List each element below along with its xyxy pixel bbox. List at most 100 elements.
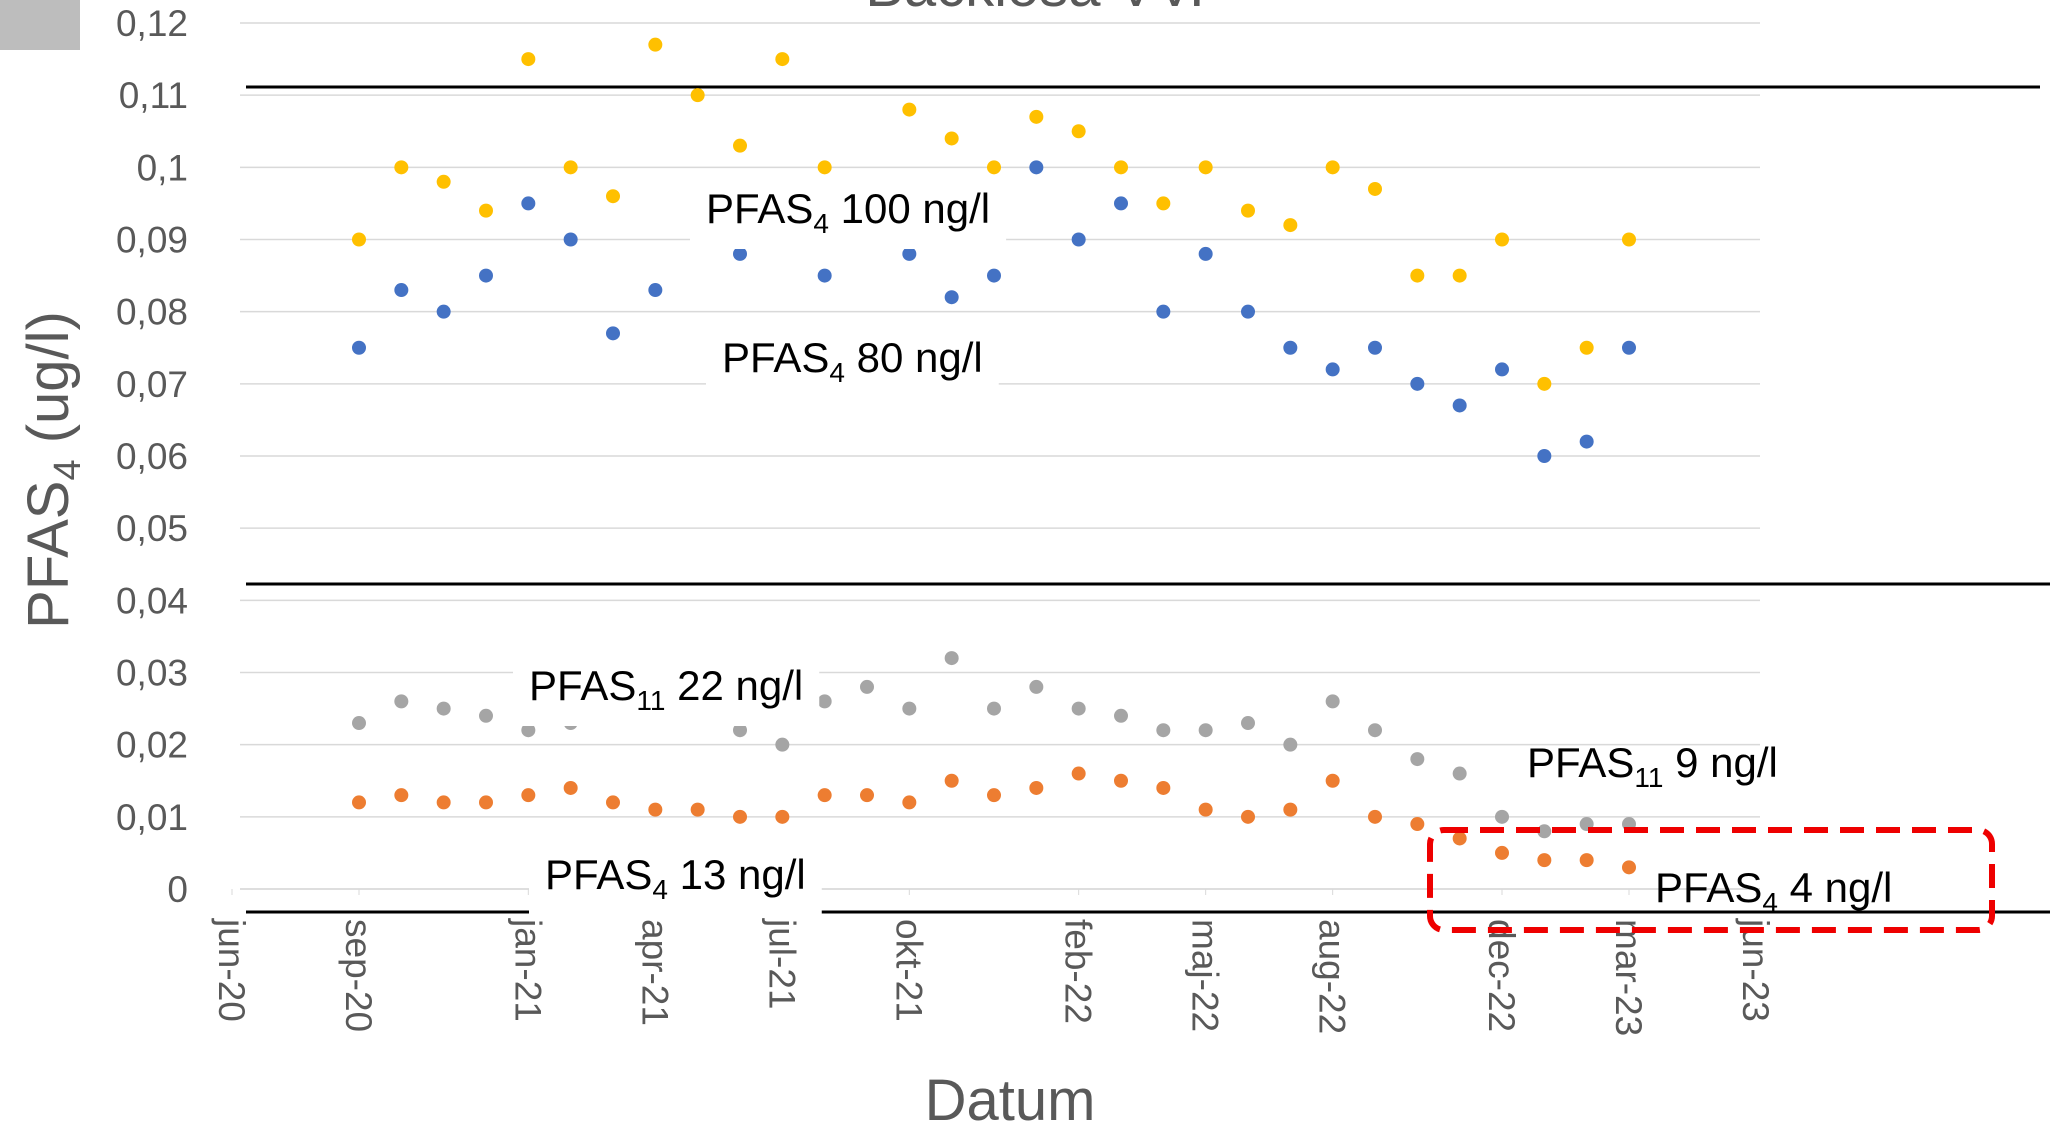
y-tick-label: 0,09 (116, 220, 188, 261)
point (1114, 160, 1128, 175)
chart-title: Bäcklösa VV. (865, 0, 1205, 19)
point (1198, 160, 1213, 175)
annotation-bg (513, 652, 820, 726)
annotation-sub: 4 (829, 357, 845, 388)
annotation: PFAS11 22 ng/l (513, 652, 820, 726)
point (1410, 817, 1425, 832)
annotation-part: PFAS (1527, 739, 1634, 786)
y-tick-label: 0,05 (116, 508, 188, 549)
annotation: PFAS4 80 ng/l (706, 324, 999, 398)
point (521, 52, 536, 67)
y-tick-label: 0,06 (116, 436, 188, 477)
point (521, 723, 536, 738)
point (1325, 694, 1340, 709)
point (1071, 701, 1086, 716)
point (775, 52, 790, 67)
x-tick-label: sep-20 (338, 919, 379, 1032)
point (521, 788, 536, 803)
x-tick-label: jun-23 (1735, 918, 1776, 1022)
annotation-bg (690, 175, 1007, 249)
x-tick-label: mar-23 (1608, 919, 1649, 1036)
point (1071, 124, 1086, 139)
x-tick-label: okt-21 (888, 919, 929, 1022)
y-tick-label: 0 (167, 869, 188, 910)
annotation-part: PFAS (529, 662, 636, 709)
annotation-part: PFAS (722, 334, 829, 381)
point (987, 701, 1001, 716)
point (1198, 802, 1213, 817)
point (479, 203, 493, 218)
annotation: PFAS4 100 ng/l (690, 175, 1007, 249)
point (1368, 723, 1382, 738)
point (1241, 203, 1255, 218)
y-title-part: PFAS (16, 481, 81, 629)
point (479, 708, 493, 723)
y-tick-label: 0,07 (116, 364, 188, 405)
annotation-part: 22 ng/l (665, 662, 803, 709)
point (606, 795, 620, 810)
point (352, 716, 366, 731)
point (817, 160, 832, 175)
annotation-sub: 4 (1762, 887, 1778, 918)
point (1325, 773, 1340, 788)
annotation-sub: 4 (813, 208, 829, 239)
y-axis-title: PFAS4 (ug/l) (16, 311, 89, 629)
point (1368, 809, 1382, 824)
highlight-box (1427, 827, 1995, 933)
point (1368, 340, 1382, 355)
annotations: PFAS4 100 ng/l PFAS4 80 ng/l PFAS11 22 ng/… (513, 175, 1892, 918)
point (648, 802, 663, 817)
point (733, 138, 747, 153)
point (1410, 376, 1425, 391)
point (479, 268, 493, 283)
point (1495, 362, 1509, 377)
point (1241, 809, 1255, 824)
point (1071, 232, 1086, 247)
x-tick-label: apr-21 (634, 919, 675, 1026)
point (1368, 181, 1382, 196)
annotation-text: PFAS4 13 ng/l (545, 851, 806, 905)
point (1029, 109, 1044, 124)
point (1579, 853, 1594, 868)
point (944, 651, 959, 666)
annotation-part: 4 ng/l (1778, 864, 1892, 911)
point (479, 795, 493, 810)
point (1283, 218, 1298, 233)
y-tick-label: 0,08 (116, 292, 188, 333)
point (902, 701, 917, 716)
x-tick-label: dec-22 (1481, 919, 1522, 1032)
x-axis-title: Datum (925, 1068, 1096, 1133)
point (394, 694, 409, 709)
point (648, 37, 663, 52)
point (1283, 340, 1298, 355)
point (1241, 304, 1255, 319)
point (436, 795, 451, 810)
point (1537, 853, 1552, 868)
point (1579, 434, 1594, 449)
points (352, 37, 1636, 875)
point (733, 809, 747, 824)
point (1156, 723, 1171, 738)
annotation: PFAS4 4 ng/l (1655, 864, 1892, 918)
point (436, 304, 451, 319)
point (1495, 845, 1509, 860)
annotation-text: PFAS4 100 ng/l (706, 185, 990, 239)
point (733, 723, 747, 738)
point (817, 788, 832, 803)
point (817, 268, 832, 283)
point (1198, 723, 1213, 738)
point (775, 809, 790, 824)
point (394, 160, 409, 175)
annotation-text: PFAS11 9 ng/l (1527, 739, 1778, 793)
point (944, 773, 959, 788)
x-tick-label: maj-22 (1185, 919, 1226, 1032)
point (1452, 766, 1467, 781)
point (1156, 304, 1171, 319)
point (690, 88, 705, 103)
y-tick-label: 0,12 (116, 3, 188, 44)
point (394, 788, 409, 803)
point (1325, 362, 1340, 377)
annotation-sub: 4 (652, 874, 668, 905)
point (1622, 232, 1636, 247)
